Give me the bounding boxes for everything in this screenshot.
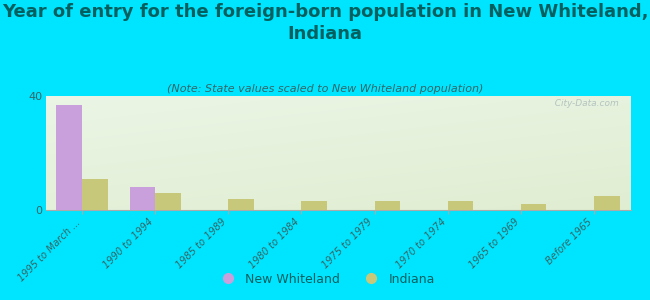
- Bar: [521, 204, 547, 210]
- Text: City-Data.com: City-Data.com: [549, 99, 619, 108]
- Legend: New Whiteland, Indiana: New Whiteland, Indiana: [210, 268, 440, 291]
- Bar: [129, 187, 155, 210]
- Bar: [374, 202, 400, 210]
- Bar: [302, 202, 327, 210]
- Bar: [82, 178, 108, 210]
- Text: (Note: State values scaled to New Whiteland population): (Note: State values scaled to New Whitel…: [167, 84, 483, 94]
- Bar: [594, 196, 619, 210]
- Bar: [57, 105, 82, 210]
- Text: Year of entry for the foreign-born population in New Whiteland,
Indiana: Year of entry for the foreign-born popul…: [2, 3, 648, 43]
- Bar: [228, 199, 254, 210]
- Bar: [448, 202, 473, 210]
- Bar: [155, 193, 181, 210]
